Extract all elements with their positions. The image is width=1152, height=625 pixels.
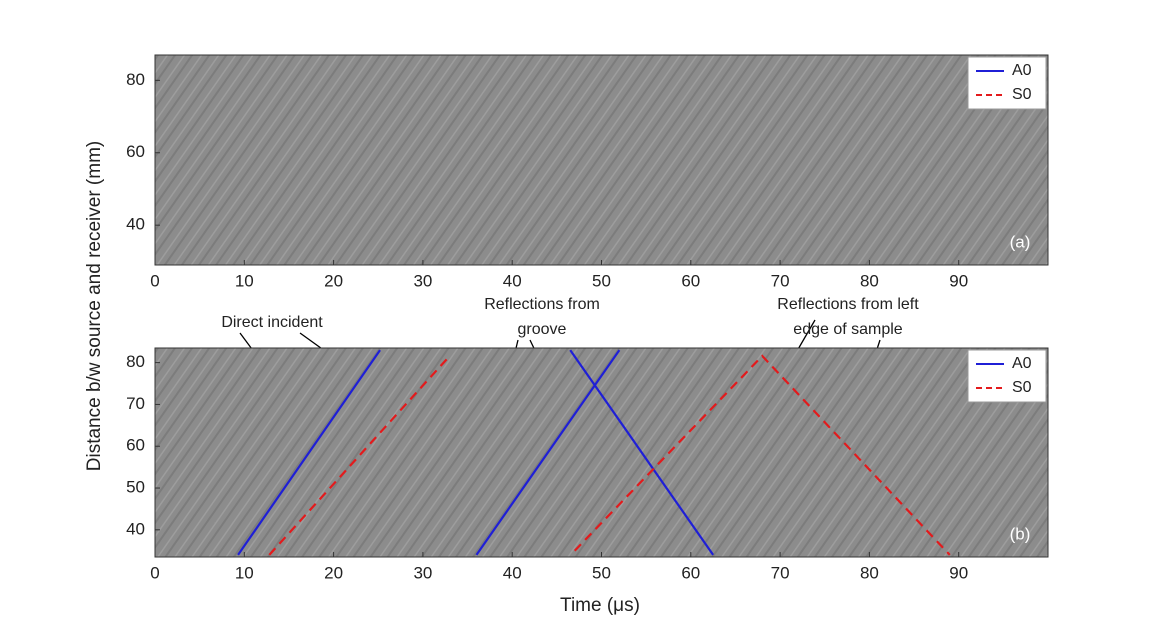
x-tick-label: 90 xyxy=(949,271,968,290)
x-tick-label: 70 xyxy=(771,271,790,290)
x-tick-label: 60 xyxy=(681,563,700,582)
x-tick-label: 80 xyxy=(860,563,879,582)
y-tick-label: 80 xyxy=(126,70,145,89)
y-tick-label: 60 xyxy=(126,436,145,455)
y-tick-label: 40 xyxy=(126,519,145,538)
legend-label: A0 xyxy=(1012,62,1032,79)
y-tick-label: 70 xyxy=(126,394,145,413)
x-tick-label: 50 xyxy=(592,271,611,290)
x-tick-label: 60 xyxy=(681,271,700,290)
x-tick-label: 20 xyxy=(324,563,343,582)
x-tick-label: 20 xyxy=(324,271,343,290)
series-line xyxy=(237,349,715,556)
y-tick-label: 40 xyxy=(126,215,145,234)
x-tick-label: 40 xyxy=(503,271,522,290)
legend-label: S0 xyxy=(1012,86,1032,103)
x-tick-label: 10 xyxy=(235,271,254,290)
x-tick-label: 40 xyxy=(503,563,522,582)
x-tick-label: 80 xyxy=(860,271,879,290)
annotation: Direct incident xyxy=(221,314,323,331)
x-tick-label: 0 xyxy=(150,563,159,582)
plot-background xyxy=(154,54,1049,266)
panel-label: (a) xyxy=(1010,232,1031,251)
x-tick-label: 90 xyxy=(949,563,968,582)
plot-lines xyxy=(237,349,951,556)
annotation: Reflections from left xyxy=(777,296,919,313)
legend-box xyxy=(967,349,1047,403)
annotation: groove xyxy=(518,321,567,338)
y-tick-label: 60 xyxy=(126,142,145,161)
annotation: edge of sample xyxy=(793,321,903,338)
annotation: Reflections from xyxy=(484,296,600,313)
x-tick-label: 30 xyxy=(413,563,432,582)
x-tick-label: 70 xyxy=(771,563,790,582)
panel-label: (b) xyxy=(1010,524,1031,543)
y-tick-label: 80 xyxy=(126,352,145,371)
x-axis-label: Time (μs) xyxy=(560,595,640,616)
plot-background xyxy=(154,347,1049,558)
legend-label: S0 xyxy=(1012,379,1032,396)
x-tick-label: 0 xyxy=(150,271,159,290)
x-tick-label: 10 xyxy=(235,563,254,582)
legend-label: A0 xyxy=(1012,355,1032,372)
legend-box xyxy=(967,56,1047,110)
y-axis-label: Distance b/w source and receiver (mm) xyxy=(84,141,105,472)
x-tick-label: 50 xyxy=(592,563,611,582)
y-tick-label: 50 xyxy=(126,478,145,497)
series-line xyxy=(268,354,951,556)
x-tick-label: 30 xyxy=(413,271,432,290)
